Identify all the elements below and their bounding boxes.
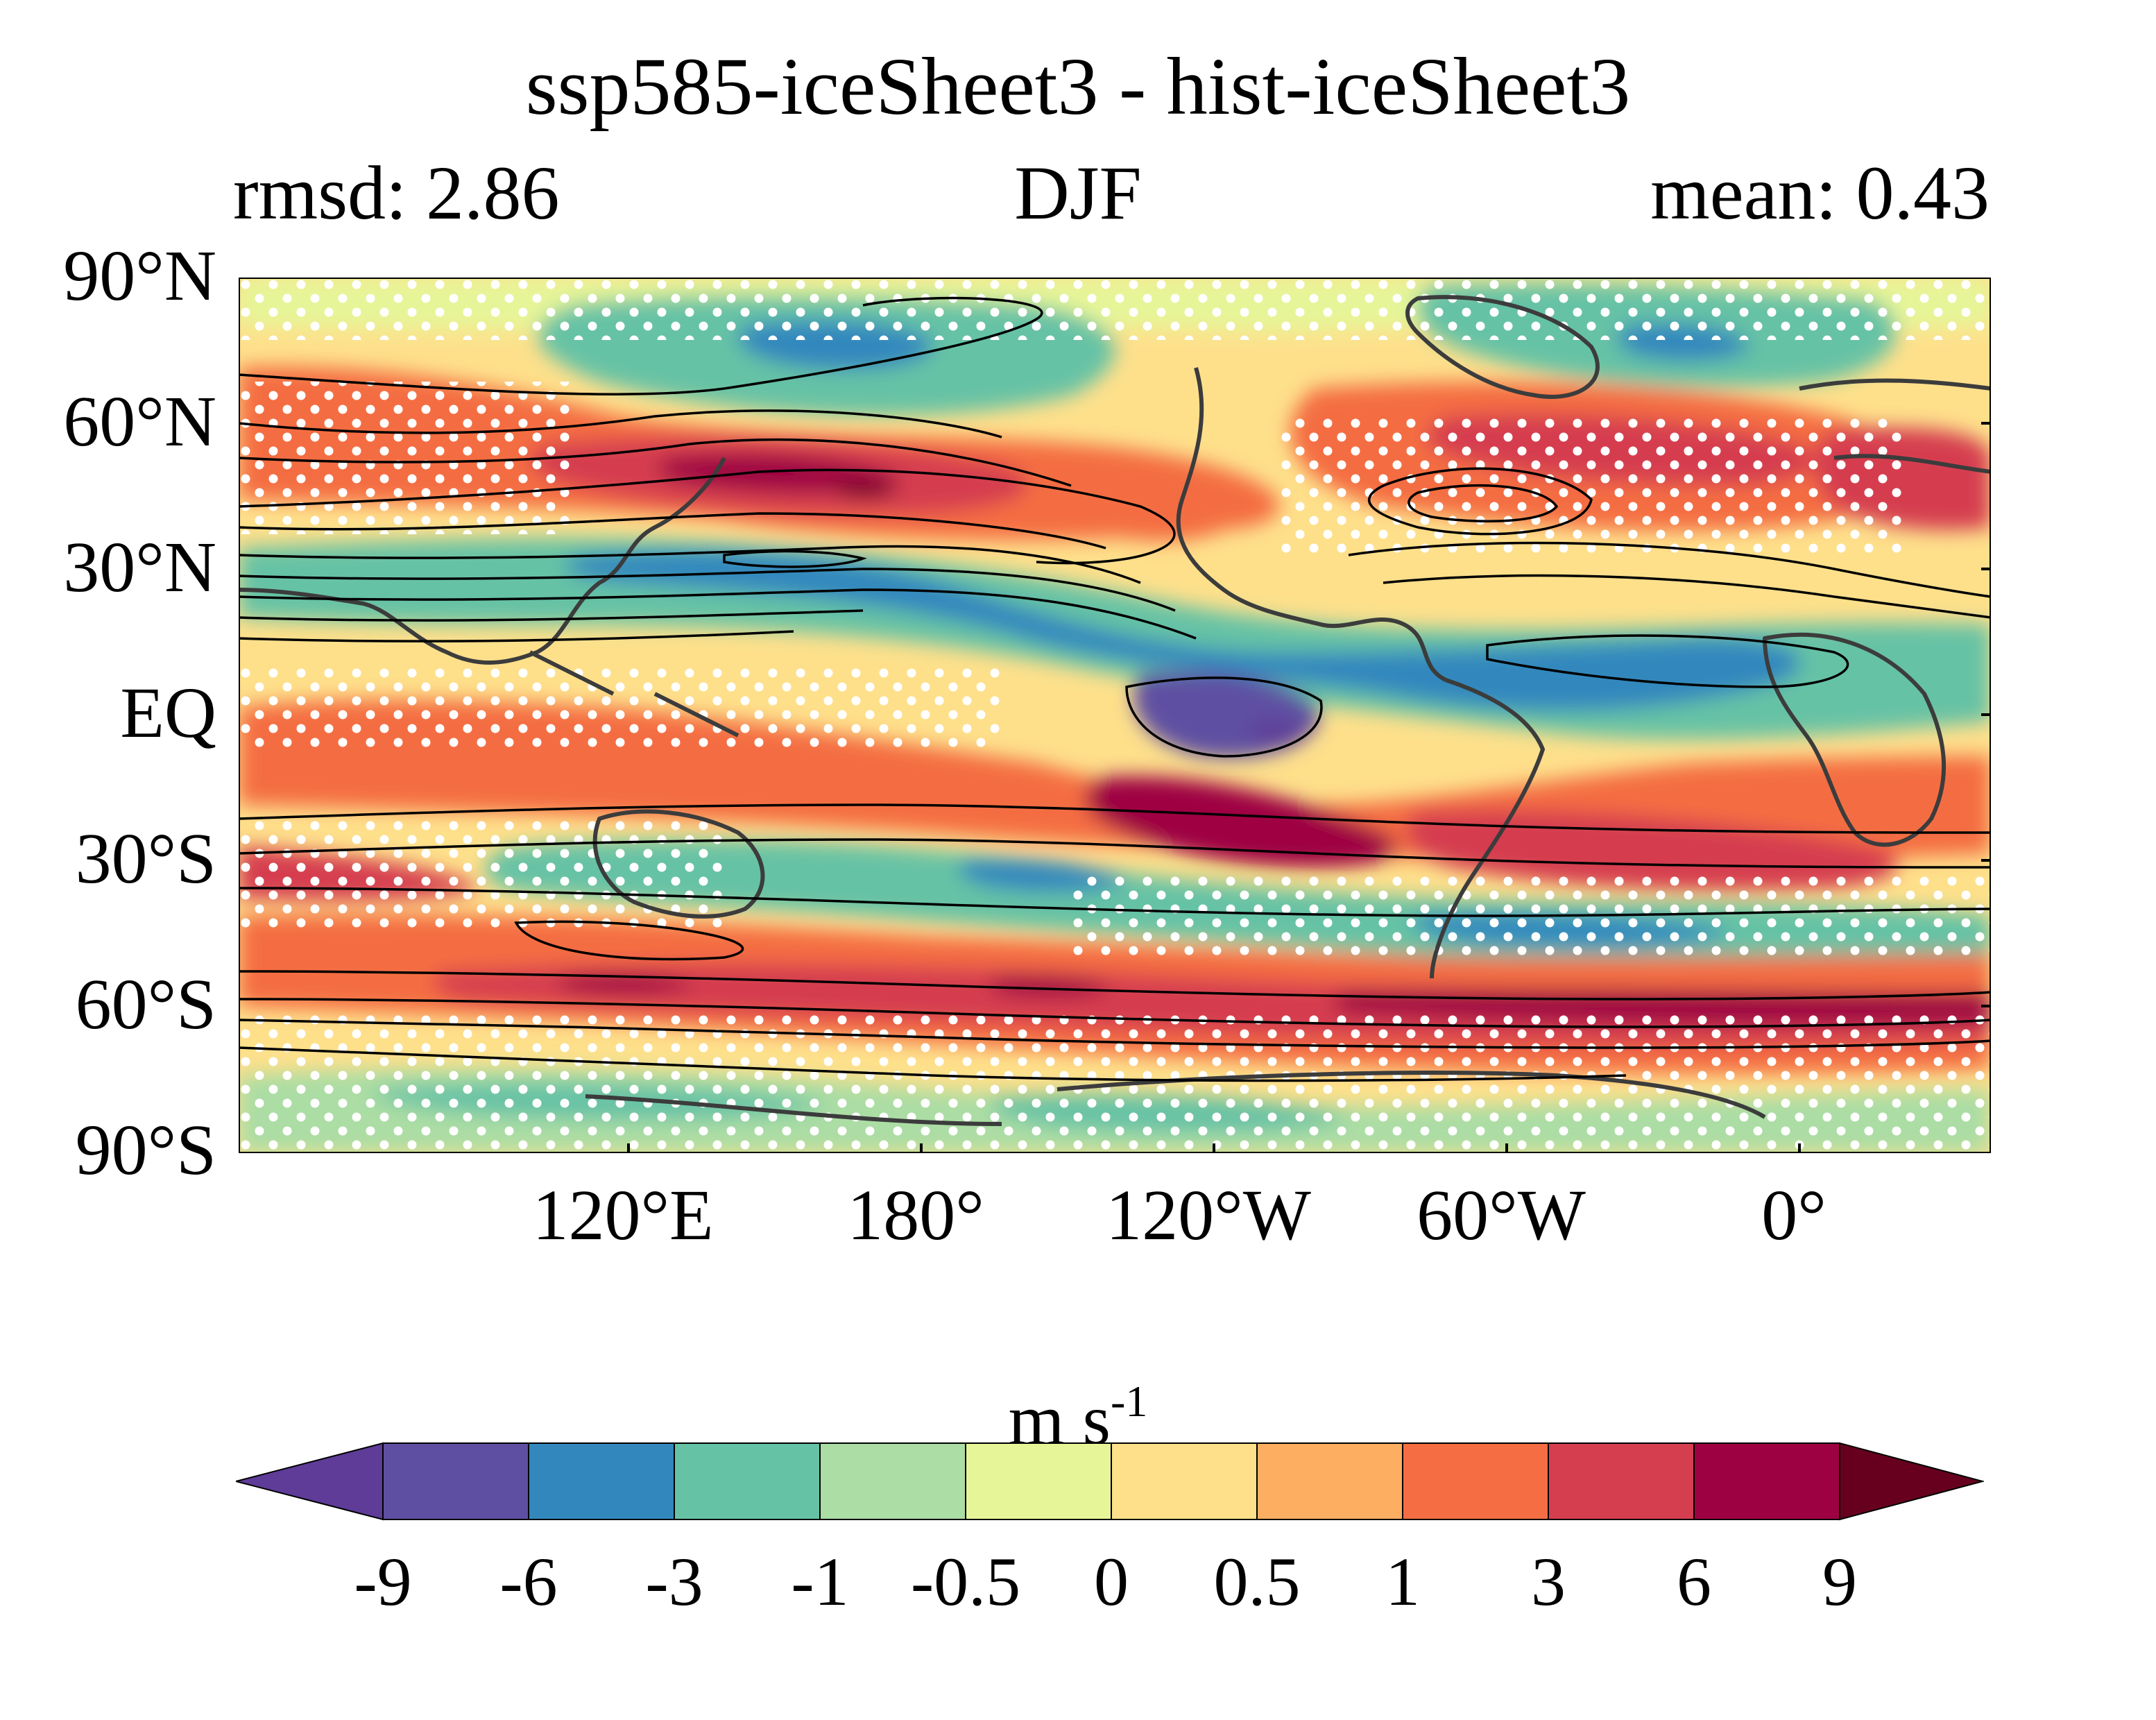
colorbar-tick-label: -3 — [645, 1543, 703, 1620]
lat-label-30s: 30°S — [75, 818, 216, 899]
contour-line-atl-2 — [1383, 574, 1991, 619]
lat-label-30n: 30°N — [63, 527, 216, 607]
contour-line-sh-3 — [239, 887, 1991, 917]
contour-line-3 — [239, 438, 1072, 487]
stipple-region-arctic — [239, 278, 1991, 340]
colorbar-tick-label: 3 — [1531, 1543, 1566, 1620]
lon-label-60w: 60°W — [1417, 1175, 1586, 1255]
coastlines — [239, 295, 1991, 1126]
coastline-south-america — [1430, 678, 1545, 979]
contour-line-jet-core — [723, 550, 867, 568]
colorbar-bin-2 — [528, 1442, 675, 1520]
colorbar-tick-label: 0 — [1094, 1543, 1129, 1620]
stipple-region-tropics — [239, 666, 1002, 749]
colorbar-tick-label: 6 — [1677, 1543, 1711, 1620]
colorbar-bin-4 — [819, 1442, 966, 1520]
rmsd-label: rmsd: 2.86 — [233, 151, 560, 235]
contour-line-so-2 — [239, 998, 1991, 1028]
contour-line-10 — [239, 630, 794, 642]
season-label: DJF — [1014, 151, 1142, 235]
colorbar-bin-8 — [1402, 1442, 1549, 1520]
lat-label-eq: EQ — [120, 672, 216, 753]
contour-line-atl-cell-1 — [1368, 467, 1593, 536]
contour-line-so-3 — [239, 1019, 1991, 1049]
colorbar-bin-1 — [382, 1442, 529, 1520]
contour-line-so-1 — [239, 970, 1991, 1001]
colorbar-bin-6 — [1111, 1442, 1258, 1520]
contour-band-na-orange — [1056, 463, 1244, 541]
climatology-contours — [239, 296, 1991, 1082]
colorbar-tick-label: -0.5 — [910, 1543, 1021, 1620]
contour-line-7 — [239, 568, 1176, 612]
contour-band-epac-min — [1251, 720, 1307, 742]
contour-line-9 — [239, 609, 864, 622]
mean-label: mean: 0.43 — [1650, 151, 1990, 235]
contour-band-so-darkred-1 — [558, 974, 696, 994]
contour-line-8 — [239, 588, 1197, 640]
lon-label-180: 180° — [847, 1175, 984, 1255]
contour-line-epac-cell — [1125, 676, 1323, 758]
contour-band-spac-darkred — [1085, 776, 1397, 867]
contour-line-1 — [239, 296, 1043, 396]
colorbar-bin-10 — [1693, 1442, 1840, 1520]
lat-label-60n: 60°N — [63, 381, 216, 461]
colorbar-tick-label: 9 — [1822, 1543, 1857, 1620]
contour-line-sh-1 — [239, 803, 1991, 834]
colorbar-tick-label: 1 — [1385, 1543, 1420, 1620]
coastline-australia — [592, 809, 765, 919]
lat-label-60s: 60°S — [75, 964, 216, 1044]
colorbar-bin-7 — [1256, 1442, 1403, 1520]
coastline-europe — [1799, 378, 1991, 474]
stipple-region-sio — [239, 819, 724, 930]
colorbar-tick-label: -6 — [499, 1543, 558, 1620]
colorbar-bin-5 — [965, 1442, 1112, 1520]
coastline-greenland — [1405, 295, 1600, 399]
contour-band-satl-red — [1407, 810, 1898, 891]
lon-label-120w: 120°W — [1106, 1175, 1311, 1255]
stipple-region-natl — [1279, 416, 1903, 555]
coastline-africa — [1763, 632, 1947, 847]
lat-label-90n: 90°N — [63, 235, 216, 316]
contour-line-atl-cell-2 — [1408, 484, 1559, 522]
coastline-maritime-continent — [529, 650, 739, 738]
colorbar-tick-label: -1 — [791, 1543, 849, 1620]
coastline-asia — [239, 457, 726, 665]
map-title: ssp585-iceSheet3 - hist-iceSheet3 — [525, 41, 1631, 132]
coastline-north-america — [1176, 367, 1447, 682]
contour-line-sh-cell — [514, 920, 744, 961]
contour-line-4 — [239, 468, 1176, 565]
contour-line-5 — [239, 512, 1106, 550]
lat-label-90s: 90°S — [75, 1109, 216, 1190]
contour-line-2 — [239, 409, 1002, 438]
colorbar-tick-label: 0.5 — [1213, 1543, 1301, 1620]
contour-band-nh-max — [835, 484, 898, 497]
colorbar-tick-label: -9 — [354, 1543, 412, 1620]
wind-anomaly-map — [239, 278, 1991, 1153]
axis-ticks — [627, 422, 1991, 1153]
contour-line-atl-trop — [1486, 634, 1849, 688]
colorbar-bin-3 — [674, 1442, 821, 1520]
lon-label-120e: 120°E — [532, 1175, 714, 1255]
colorbar-unit-exponent: -1 — [1111, 1377, 1148, 1426]
stipple-region-nwpac — [239, 382, 572, 534]
contour-line-so-4 — [239, 1046, 1627, 1082]
contour-line-atl-1 — [1348, 541, 1991, 598]
contour-line-sh-2 — [239, 838, 1991, 869]
colorbar-extend-max — [1839, 1442, 1984, 1521]
colorbar — [236, 1442, 1984, 1521]
lon-label-0: 0° — [1761, 1175, 1826, 1255]
colorbar-extend-min — [236, 1442, 384, 1521]
colorbar-bin-9 — [1548, 1442, 1695, 1520]
stipple-region-southern-ocean — [239, 1013, 1991, 1152]
